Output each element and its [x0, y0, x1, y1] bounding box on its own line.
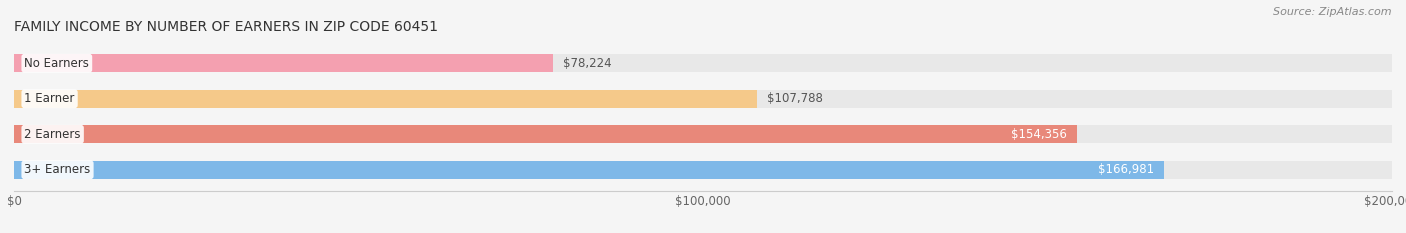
Bar: [14, 161, 1164, 179]
Text: $107,788: $107,788: [768, 92, 823, 105]
Bar: [14, 161, 1392, 179]
Bar: [14, 125, 1077, 144]
Text: FAMILY INCOME BY NUMBER OF EARNERS IN ZIP CODE 60451: FAMILY INCOME BY NUMBER OF EARNERS IN ZI…: [14, 20, 439, 34]
Bar: [14, 89, 756, 108]
Text: 2 Earners: 2 Earners: [24, 128, 82, 141]
Text: $166,981: $166,981: [1098, 163, 1154, 176]
Text: 1 Earner: 1 Earner: [24, 92, 75, 105]
Text: Source: ZipAtlas.com: Source: ZipAtlas.com: [1274, 7, 1392, 17]
Text: $154,356: $154,356: [1011, 128, 1067, 141]
Bar: [14, 89, 1392, 108]
Text: $78,224: $78,224: [564, 57, 612, 70]
Text: No Earners: No Earners: [24, 57, 89, 70]
Text: 3+ Earners: 3+ Earners: [24, 163, 90, 176]
Bar: [14, 54, 1392, 72]
Bar: [14, 54, 553, 72]
Bar: [14, 125, 1392, 144]
